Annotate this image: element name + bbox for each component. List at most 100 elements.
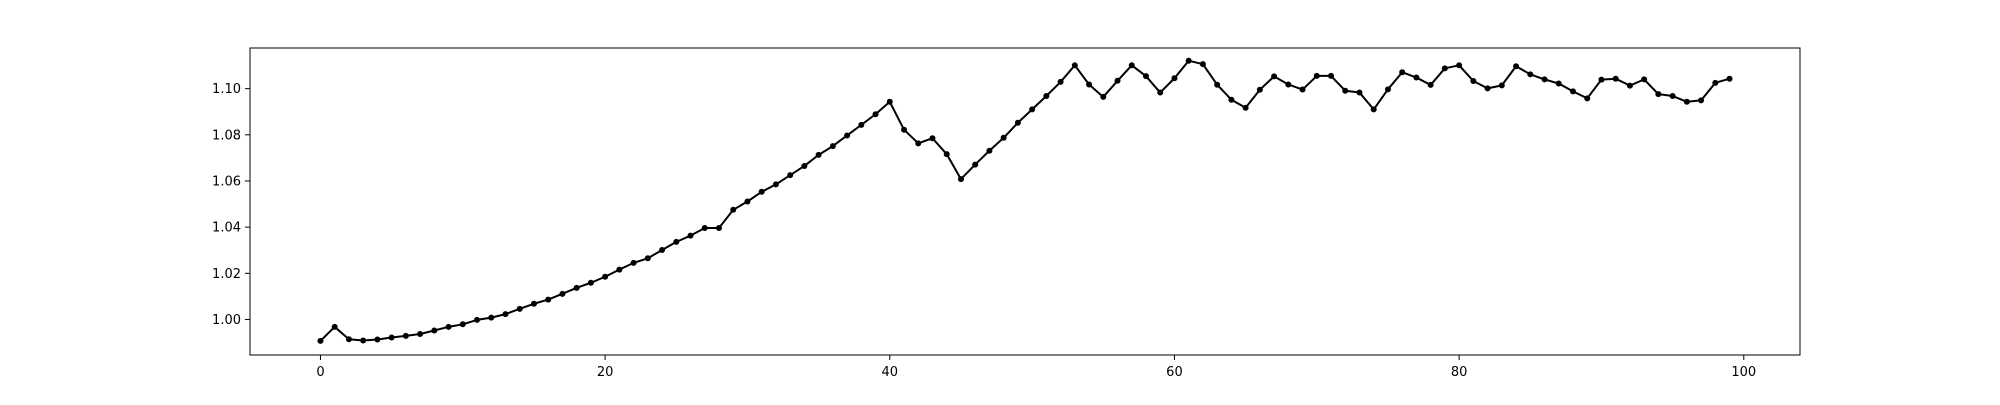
data-point	[644, 255, 651, 262]
data-point	[972, 161, 979, 168]
data-point	[1014, 119, 1021, 126]
data-point	[345, 336, 352, 343]
data-point	[1641, 76, 1648, 83]
data-point	[986, 147, 993, 154]
data-point	[730, 206, 737, 213]
data-point	[1228, 96, 1235, 103]
data-point	[673, 238, 680, 245]
series-line	[319, 59, 1730, 342]
data-point	[545, 296, 552, 303]
data-point	[1342, 87, 1349, 94]
x-tick-label: 20	[597, 365, 614, 380]
data-point	[602, 273, 609, 280]
x-tick-label: 80	[1451, 365, 1468, 380]
data-point	[1185, 57, 1192, 64]
data-point	[1271, 73, 1278, 80]
data-point	[815, 151, 822, 158]
data-point	[801, 162, 808, 169]
data-point	[1413, 74, 1420, 81]
data-point	[929, 135, 936, 142]
data-point	[516, 305, 523, 312]
data-point	[1712, 79, 1719, 86]
data-point	[331, 323, 338, 330]
data-point	[402, 332, 409, 339]
data-point	[1441, 65, 1448, 72]
data-point	[1299, 86, 1306, 93]
data-point	[417, 330, 424, 337]
data-point	[474, 316, 481, 323]
y-axis: 1.00 1.02 1.04 1.06 1.08 1.10	[212, 82, 250, 328]
y-tick-label: 1.06	[212, 174, 241, 189]
data-point	[1313, 72, 1320, 79]
data-point	[1029, 106, 1036, 113]
data-point	[360, 337, 367, 344]
data-point	[1598, 76, 1605, 83]
data-point	[1114, 77, 1121, 84]
y-tick-label: 1.00	[212, 313, 241, 328]
data-point	[901, 126, 908, 133]
x-tick-label: 0	[316, 365, 324, 380]
data-point	[1370, 106, 1377, 113]
data-point	[1513, 63, 1520, 70]
data-point	[1285, 81, 1292, 88]
data-point	[374, 336, 381, 343]
data-point	[1427, 81, 1434, 88]
data-point	[1242, 104, 1249, 111]
data-point	[1256, 86, 1263, 93]
data-point	[1569, 88, 1576, 95]
data-point	[1000, 134, 1007, 141]
x-tick-label: 60	[1166, 365, 1183, 380]
data-point	[1498, 82, 1505, 89]
data-point	[1541, 76, 1548, 83]
data-point	[1527, 71, 1534, 78]
data-point	[1655, 91, 1662, 98]
data-point	[431, 327, 438, 334]
y-tick-label: 1.02	[212, 267, 241, 282]
data-point	[744, 198, 751, 205]
data-point	[1199, 61, 1206, 68]
data-point	[1612, 75, 1619, 82]
data-point	[829, 143, 836, 150]
data-point	[687, 232, 694, 239]
data-point	[1142, 73, 1149, 80]
data-point	[1669, 93, 1676, 100]
data-point	[1626, 82, 1633, 89]
data-point	[445, 323, 452, 330]
x-tick-label: 100	[1731, 365, 1756, 380]
data-point	[844, 132, 851, 139]
data-point	[1057, 78, 1064, 85]
data-point	[1171, 75, 1178, 82]
y-tick-label: 1.10	[212, 82, 241, 97]
x-axis: 0 20 40 60 80 100	[316, 355, 1756, 380]
data-point	[1100, 93, 1107, 100]
y-tick-label: 1.08	[212, 128, 241, 143]
data-point	[957, 176, 964, 183]
data-point	[630, 259, 637, 266]
data-point	[1484, 85, 1491, 92]
data-point	[1043, 93, 1050, 100]
y-tick-label: 1.04	[212, 221, 241, 236]
data-point	[573, 284, 580, 291]
data-point	[787, 172, 794, 179]
data-point	[1456, 62, 1463, 69]
data-point	[1683, 98, 1690, 105]
data-point	[1726, 75, 1733, 82]
data-point	[872, 111, 879, 118]
data-point	[502, 311, 509, 318]
data-point	[1086, 81, 1093, 88]
data-point	[1470, 78, 1477, 85]
data-point	[1698, 97, 1705, 104]
data-point	[772, 181, 779, 188]
data-point	[1356, 89, 1363, 96]
plot-series	[317, 57, 1733, 344]
data-point	[701, 225, 708, 232]
data-point	[886, 98, 893, 105]
data-point	[530, 300, 537, 307]
data-point	[715, 225, 722, 232]
data-point	[659, 246, 666, 253]
data-point	[317, 337, 324, 344]
data-point	[459, 321, 466, 328]
